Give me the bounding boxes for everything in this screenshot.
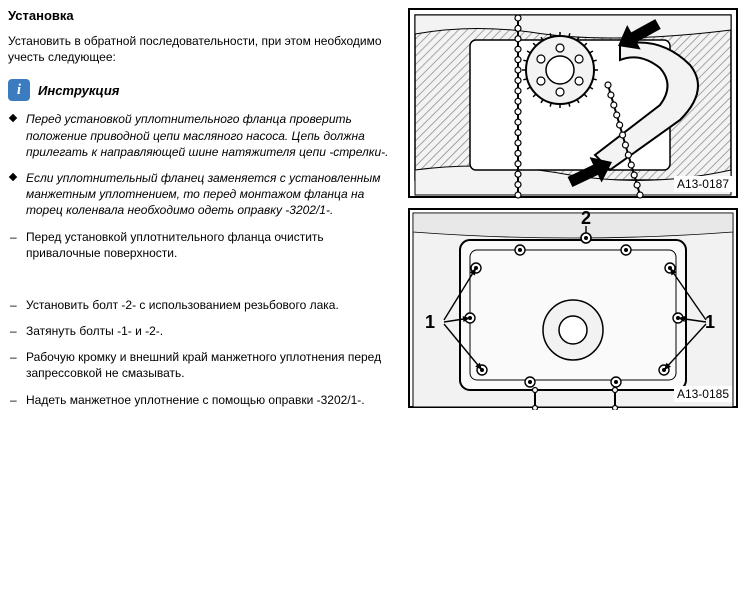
list-item: Рабочую кромку и внешний край манжетного… — [8, 349, 398, 381]
intro-text: Установить в обратной последовательности… — [8, 33, 398, 65]
figure-label: A13-0187 — [674, 176, 732, 192]
instruction-list: Перед установкой уплотнительного фланца … — [8, 111, 398, 407]
figure-a13-0185: 1 1 2 A13-0185 — [408, 208, 738, 408]
instruction-label: Инструкция — [38, 83, 119, 98]
list-item: Перед установкой уплотнительного фланца … — [8, 111, 398, 160]
figure-label: A13-0185 — [674, 386, 732, 402]
figure-a13-0187: A13-0187 — [408, 8, 738, 198]
instruction-heading: i Инструкция — [8, 79, 398, 101]
list-item: Надеть манжетное уплотнение с помощью оп… — [8, 392, 398, 408]
list-item: Перед установкой уплотнительного фланца … — [8, 229, 398, 261]
svg-text:1: 1 — [425, 312, 435, 332]
list-item: Затянуть болты -1- и -2-. — [8, 323, 398, 339]
svg-text:2: 2 — [581, 210, 591, 228]
svg-text:1: 1 — [705, 312, 715, 332]
info-icon: i — [8, 79, 30, 101]
page-title: Установка — [8, 8, 398, 23]
list-item: Если уплотнительный фланец заменяется с … — [8, 170, 398, 219]
list-item: Установить болт -2- с использованием рез… — [8, 297, 398, 313]
